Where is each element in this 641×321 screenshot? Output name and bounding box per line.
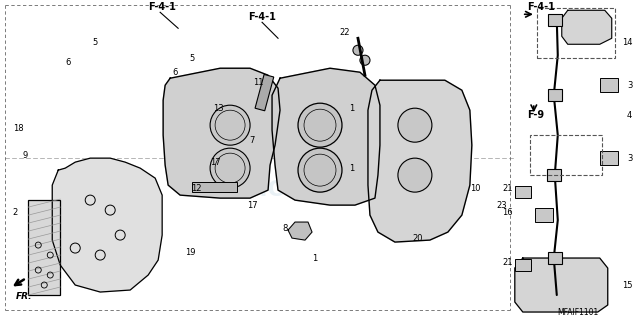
Bar	[28, 200, 60, 295]
Polygon shape	[562, 10, 612, 44]
Text: 1: 1	[349, 164, 354, 173]
Polygon shape	[288, 222, 312, 240]
Bar	[515, 259, 531, 271]
Text: 11: 11	[253, 78, 263, 87]
Polygon shape	[53, 158, 162, 292]
Text: 1: 1	[349, 104, 354, 113]
Text: 15: 15	[622, 281, 633, 290]
Text: 18: 18	[13, 124, 24, 133]
Text: 13: 13	[213, 104, 224, 113]
Text: HONDA: HONDA	[249, 180, 341, 200]
Text: 1: 1	[312, 254, 318, 263]
Text: 6: 6	[172, 68, 178, 77]
Text: 19: 19	[185, 247, 196, 256]
Bar	[548, 14, 562, 26]
Text: 3: 3	[627, 154, 633, 163]
Circle shape	[298, 103, 342, 147]
Bar	[600, 78, 618, 92]
Bar	[600, 151, 618, 165]
Text: 3: 3	[627, 81, 633, 90]
Text: 12: 12	[191, 184, 201, 193]
Text: F-4-1: F-4-1	[527, 2, 554, 12]
Circle shape	[210, 148, 250, 188]
Text: 10: 10	[470, 184, 480, 193]
Circle shape	[398, 158, 432, 192]
Text: MFAIF1101: MFAIF1101	[557, 308, 599, 317]
Bar	[535, 208, 553, 222]
Text: 6: 6	[65, 58, 71, 67]
Text: 8: 8	[282, 224, 288, 233]
Circle shape	[353, 45, 363, 55]
Text: 22: 22	[340, 28, 350, 37]
Text: 5: 5	[92, 38, 98, 47]
Text: F-4-1: F-4-1	[148, 2, 176, 12]
Bar	[530, 135, 602, 175]
Bar	[255, 74, 274, 111]
Bar	[548, 252, 562, 264]
Text: F-4-1: F-4-1	[248, 12, 276, 22]
Polygon shape	[272, 68, 380, 205]
Text: 5: 5	[190, 54, 195, 63]
Text: FR.: FR.	[16, 291, 33, 300]
Bar	[515, 186, 531, 198]
Text: 20: 20	[413, 234, 423, 243]
Circle shape	[210, 105, 250, 145]
Text: 14: 14	[622, 38, 633, 47]
Text: 4: 4	[627, 111, 632, 120]
Text: GEN: GEN	[213, 132, 376, 199]
Bar	[537, 8, 615, 58]
Polygon shape	[515, 258, 608, 312]
Text: 16: 16	[503, 208, 513, 217]
Text: 21: 21	[503, 257, 513, 266]
Polygon shape	[368, 80, 472, 242]
Text: F-9: F-9	[527, 110, 544, 120]
Text: 17: 17	[247, 201, 258, 210]
Circle shape	[360, 55, 370, 65]
Text: 7: 7	[249, 136, 254, 145]
Text: 21: 21	[503, 184, 513, 193]
Bar	[547, 169, 561, 181]
Text: 2: 2	[13, 208, 18, 217]
Bar	[192, 182, 237, 192]
Polygon shape	[163, 68, 280, 198]
Circle shape	[398, 108, 432, 142]
Text: 23: 23	[497, 201, 507, 210]
Text: 17: 17	[210, 158, 221, 167]
Circle shape	[298, 148, 342, 192]
Bar	[548, 89, 562, 101]
Text: 9: 9	[22, 151, 28, 160]
